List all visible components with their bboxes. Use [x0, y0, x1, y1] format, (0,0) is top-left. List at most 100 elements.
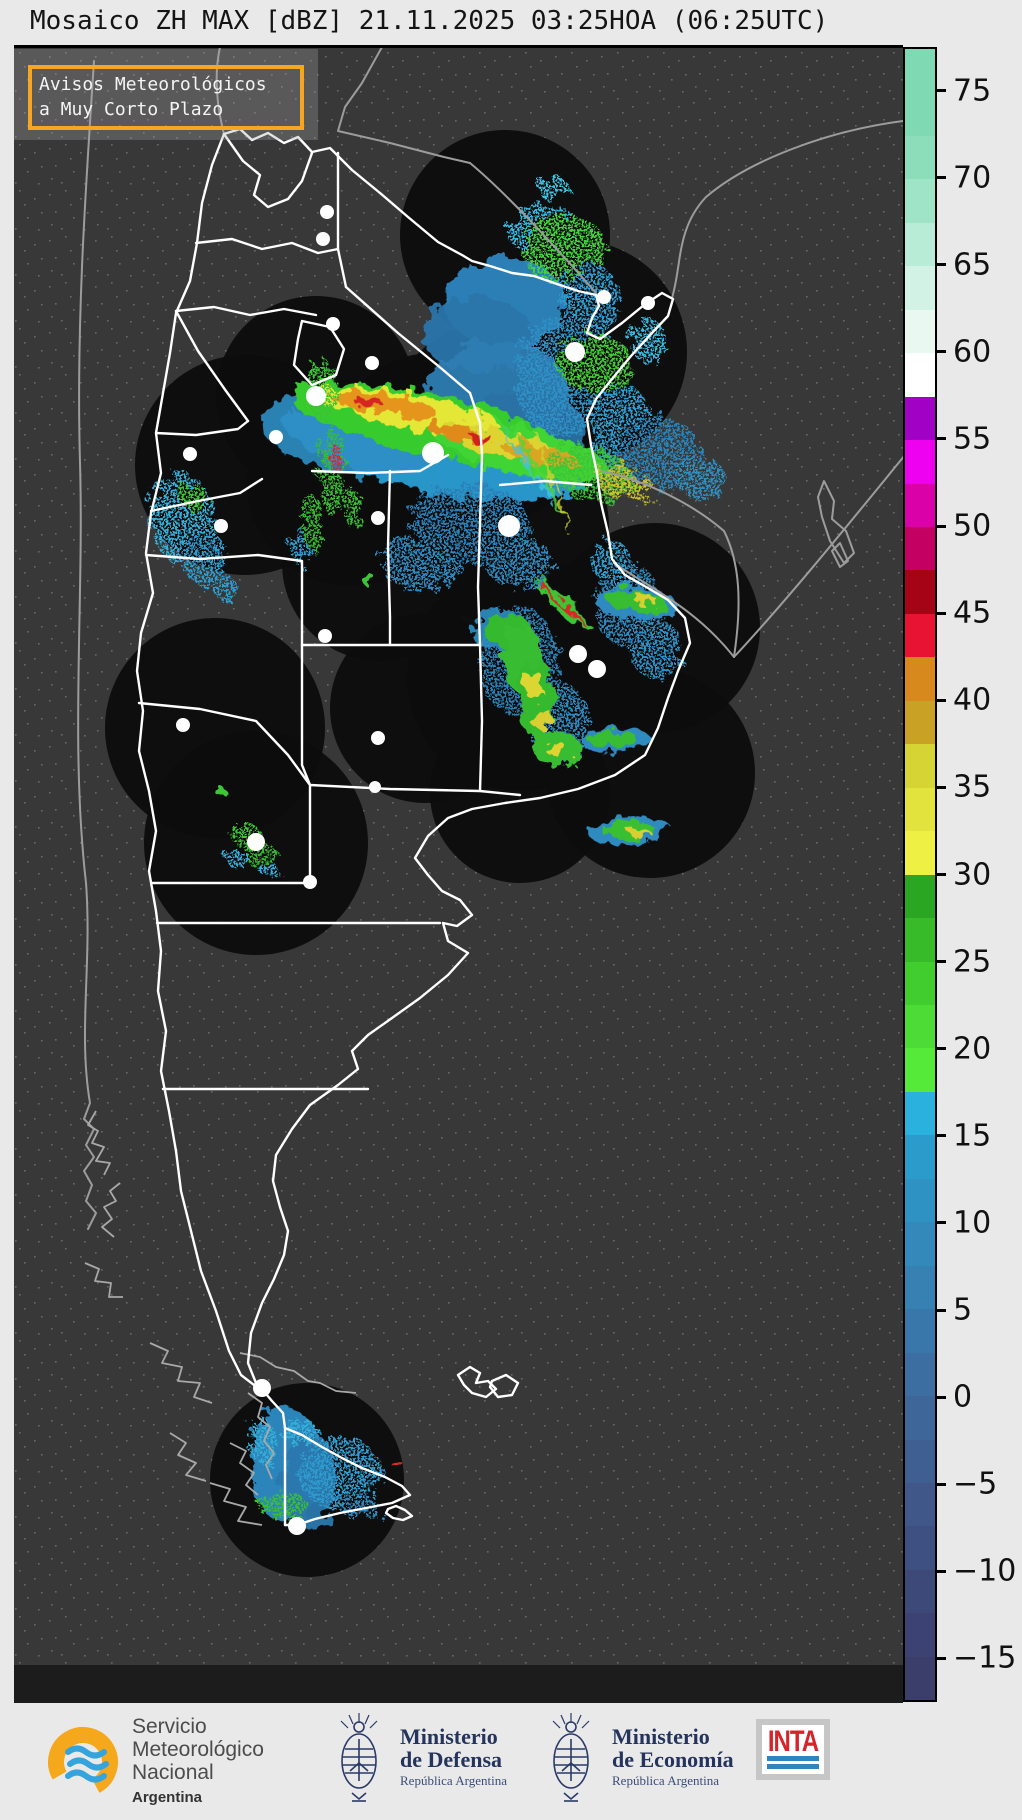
map-canvas — [14, 48, 903, 1706]
echo-blob — [629, 618, 681, 678]
colorbar-tick-label: 15 — [953, 1118, 992, 1154]
colorbar-band — [905, 613, 935, 658]
colorbar-tick — [937, 1221, 946, 1225]
radar-site-dot — [597, 290, 611, 304]
colorbar-band — [905, 657, 935, 701]
colorbar-band — [905, 92, 935, 136]
echo-blob — [502, 428, 554, 502]
dbz-colorbar — [903, 47, 937, 1702]
radar-site-dot — [318, 629, 332, 643]
radar-site-dot — [565, 342, 585, 362]
colorbar-band — [905, 483, 935, 527]
radar-site-dot — [326, 317, 340, 331]
colorbar-tick-label: 20 — [953, 1031, 992, 1067]
colorbar-tick-label: 50 — [953, 508, 992, 544]
colorbar-band — [905, 440, 935, 484]
colorbar-band — [905, 309, 935, 354]
colorbar-tick — [937, 263, 946, 267]
argentina-crest-icon — [340, 1713, 378, 1802]
smn-emblem-icon — [47, 1727, 118, 1797]
colorbar-tick — [937, 1047, 946, 1051]
radar-site-dot — [303, 875, 317, 889]
colorbar-band — [905, 918, 935, 962]
echo-blob — [630, 828, 650, 838]
colorbar-band — [905, 700, 935, 745]
colorbar-band — [905, 1135, 935, 1179]
page-title: Mosaico ZH MAX [dBZ] 21.11.2025 03:25HOA… — [30, 6, 829, 36]
radar-site-dot — [641, 296, 655, 310]
ministerio-defensa-logo: Ministerio de Defensa República Argentin… — [328, 1711, 507, 1803]
colorbar-tick — [937, 611, 946, 615]
colorbar-band — [905, 526, 935, 571]
colorbar-tick-label: −15 — [953, 1640, 1017, 1676]
warning-line-2: a Muy Corto Plazo — [39, 99, 224, 120]
colorbar-tick-label: 40 — [953, 682, 992, 718]
echo-blob — [331, 444, 341, 472]
echo-blob — [540, 583, 588, 627]
smn-name-line: Servicio — [132, 1715, 207, 1738]
colorbar-tick — [937, 89, 946, 93]
echo-blob — [547, 744, 569, 758]
colorbar-tick-label: 70 — [953, 160, 992, 196]
colorbar-band — [905, 787, 935, 832]
colorbar-tick — [937, 698, 946, 702]
radar-site-dot — [498, 515, 520, 537]
colorbar-tick-label: 65 — [953, 247, 992, 283]
colorbar-tick — [937, 524, 946, 528]
echo-blob — [353, 396, 383, 408]
colorbar-band — [905, 1004, 935, 1049]
ministry-subtitle: República Argentina — [400, 1773, 507, 1788]
colorbar-bands — [905, 49, 935, 1701]
colorbar-band — [905, 1265, 935, 1310]
echo-blob — [361, 573, 375, 585]
colorbar-band — [905, 1178, 935, 1223]
echo-blob — [258, 862, 278, 876]
echo-blob — [674, 458, 726, 498]
colorbar-tick — [937, 1395, 946, 1399]
ministry-title-2: de Economía — [612, 1747, 734, 1772]
echo-blob — [514, 429, 566, 517]
radar-site-dot — [214, 519, 228, 533]
colorbar-band — [905, 1222, 935, 1266]
echo-blob — [328, 390, 438, 418]
smn-name-line: Nacional — [132, 1761, 214, 1784]
radar-site-dot — [371, 731, 385, 745]
radar-site-dot — [253, 1379, 271, 1397]
radar-site-dot — [588, 660, 606, 678]
echo-blob — [630, 319, 666, 363]
echo-blob — [633, 593, 657, 605]
colorbar-tick — [937, 960, 946, 964]
colorbar-tick — [937, 785, 946, 789]
colorbar-band — [905, 353, 935, 397]
radar-site-dots — [176, 205, 655, 1535]
echo-blob — [537, 176, 569, 200]
radar-site-dot — [247, 833, 265, 851]
radar-site-dot — [288, 1517, 306, 1535]
echo-blob — [218, 577, 238, 605]
ministry-title: Ministerio — [612, 1724, 710, 1749]
colorbar-tick-label: 0 — [953, 1379, 973, 1415]
echo-blob — [595, 466, 655, 500]
ministry-title-2: de Defensa — [400, 1747, 503, 1772]
colorbar-tick-label: 30 — [953, 857, 992, 892]
foreign-boundaries — [77, 48, 903, 1230]
colorbar-tick — [937, 437, 946, 441]
echo-blob — [392, 1462, 404, 1468]
radar-site-dot — [183, 447, 197, 461]
smn-logo: Servicio Meteorológico Nacional Argentin… — [46, 1715, 264, 1809]
colorbar-band — [905, 961, 935, 1005]
colorbar-tick — [937, 1308, 946, 1312]
echo-blob — [380, 535, 460, 591]
radar-site-dot — [306, 386, 326, 406]
echo-blob — [298, 1437, 382, 1509]
warning-overlay-box[interactable]: Avisos Meteorológicos a Muy Corto Plazo — [14, 49, 318, 140]
argentina-crest-icon — [552, 1713, 590, 1802]
colorbar-band — [905, 266, 935, 310]
chilean-fjords-outlines — [84, 1110, 357, 1526]
colorbar-band — [905, 744, 935, 788]
argentina-boundaries — [135, 127, 692, 1527]
ministry-title: Ministerio — [400, 1724, 498, 1749]
colorbar-tick-label: 25 — [953, 944, 992, 980]
inta-logo: INTA — [756, 1719, 830, 1780]
colorbar-band — [905, 1091, 935, 1136]
